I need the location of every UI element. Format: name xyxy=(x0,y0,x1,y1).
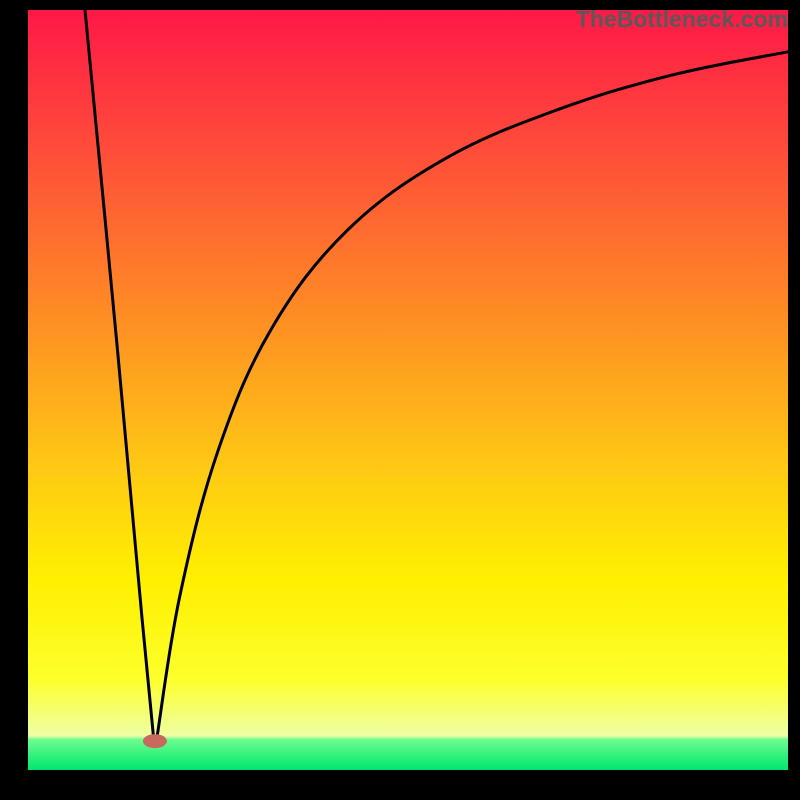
watermark-text: TheBottleneck.com xyxy=(576,6,788,33)
curve-group xyxy=(85,10,788,748)
valley-marker xyxy=(143,734,167,748)
chart-curves-svg xyxy=(0,0,800,800)
right-branch-curve xyxy=(157,52,788,736)
chart-container: { "chart": { "type": "line", "canvas": {… xyxy=(0,0,800,800)
left-branch-curve xyxy=(85,10,153,736)
